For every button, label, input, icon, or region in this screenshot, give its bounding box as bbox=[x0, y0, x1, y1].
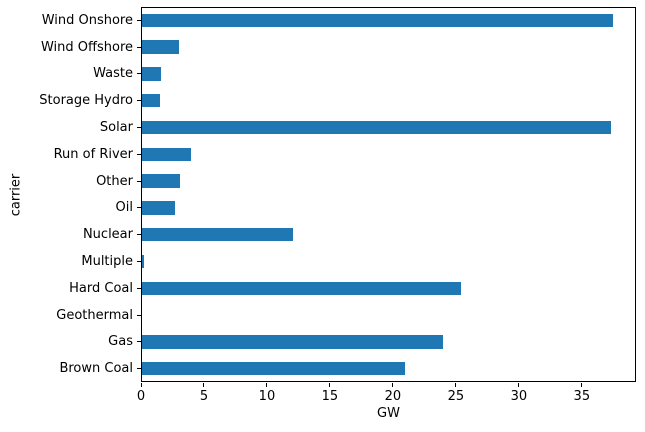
x-tick-mark bbox=[455, 383, 457, 387]
bar-wind-onshore bbox=[142, 13, 614, 28]
y-tick-mark bbox=[137, 180, 141, 182]
y-tick-mark bbox=[137, 19, 141, 21]
bar-nuclear bbox=[142, 227, 294, 242]
x-tick-label-5: 5 bbox=[199, 389, 209, 404]
y-tick-label-storage-hydro: Storage Hydro bbox=[39, 93, 133, 109]
y-tick-label-solar: Solar bbox=[99, 120, 133, 136]
x-tick-label-0: 0 bbox=[136, 389, 146, 404]
y-tick-label-gas: Gas bbox=[108, 334, 133, 350]
bar-run-of-river bbox=[142, 147, 192, 162]
y-tick-label-brown-coal: Brown Coal bbox=[59, 361, 133, 377]
bar-oil bbox=[142, 201, 175, 215]
x-axis-title: GW bbox=[377, 406, 400, 421]
bar-multiple bbox=[142, 254, 144, 269]
x-tick-label-35: 35 bbox=[573, 389, 591, 404]
x-tick-mark bbox=[203, 383, 205, 387]
x-tick-label-30: 30 bbox=[510, 389, 528, 404]
y-tick-label-wind-offshore: Wind Offshore bbox=[40, 39, 133, 55]
bar-wind-offshore bbox=[142, 40, 179, 54]
bar-solar bbox=[142, 120, 611, 135]
y-tick-label-nuclear: Nuclear bbox=[82, 227, 133, 243]
x-tick-mark bbox=[392, 383, 394, 387]
x-tick-label-15: 15 bbox=[321, 389, 339, 404]
bar-gas bbox=[142, 335, 444, 349]
y-tick-mark bbox=[137, 368, 141, 370]
x-tick-label-25: 25 bbox=[447, 389, 465, 404]
y-tick-mark bbox=[137, 100, 141, 102]
bar-storage-hydro bbox=[142, 94, 160, 108]
y-tick-label-run-of-river: Run of River bbox=[53, 146, 133, 162]
y-tick-mark bbox=[137, 127, 141, 129]
plot-area bbox=[141, 7, 636, 382]
y-tick-label-wind-onshore: Wind Onshore bbox=[41, 12, 133, 28]
x-tick-mark bbox=[518, 383, 520, 387]
x-tick-mark bbox=[329, 383, 331, 387]
y-tick-label-other: Other bbox=[96, 173, 133, 189]
y-tick-mark bbox=[137, 260, 141, 262]
bar-hard-coal bbox=[142, 281, 461, 295]
y-axis-title: carrier bbox=[8, 173, 24, 217]
y-tick-mark bbox=[137, 73, 141, 75]
bar-waste bbox=[142, 67, 161, 81]
x-tick-label-10: 10 bbox=[258, 389, 276, 404]
y-tick-label-geothermal: Geothermal bbox=[56, 307, 133, 323]
y-tick-mark bbox=[137, 153, 141, 155]
y-tick-mark bbox=[137, 207, 141, 209]
y-tick-mark bbox=[137, 287, 141, 289]
x-tick-mark bbox=[581, 383, 583, 387]
y-tick-label-hard-coal: Hard Coal bbox=[69, 280, 133, 296]
y-tick-label-oil: Oil bbox=[115, 200, 133, 216]
x-tick-mark bbox=[266, 383, 268, 387]
y-tick-mark bbox=[137, 314, 141, 316]
y-tick-mark bbox=[137, 46, 141, 48]
x-tick-mark bbox=[140, 383, 142, 387]
y-tick-mark bbox=[137, 234, 141, 236]
y-tick-label-waste: Waste bbox=[93, 66, 133, 82]
bar-brown-coal bbox=[142, 361, 406, 376]
y-tick-mark bbox=[137, 341, 141, 343]
bar-other bbox=[142, 174, 180, 188]
y-tick-label-multiple: Multiple bbox=[81, 253, 133, 269]
x-tick-label-20: 20 bbox=[384, 389, 402, 404]
